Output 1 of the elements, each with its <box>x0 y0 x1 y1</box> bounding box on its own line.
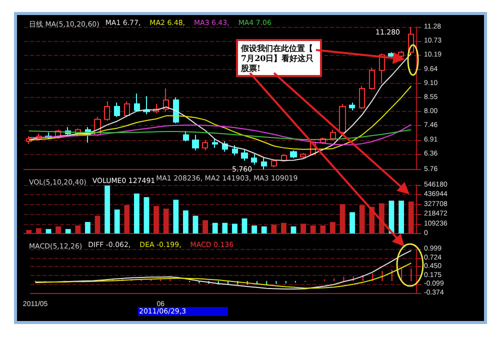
annotation: 假设我们在此位置【7月20日】看好这只股票! <box>240 43 314 73</box>
